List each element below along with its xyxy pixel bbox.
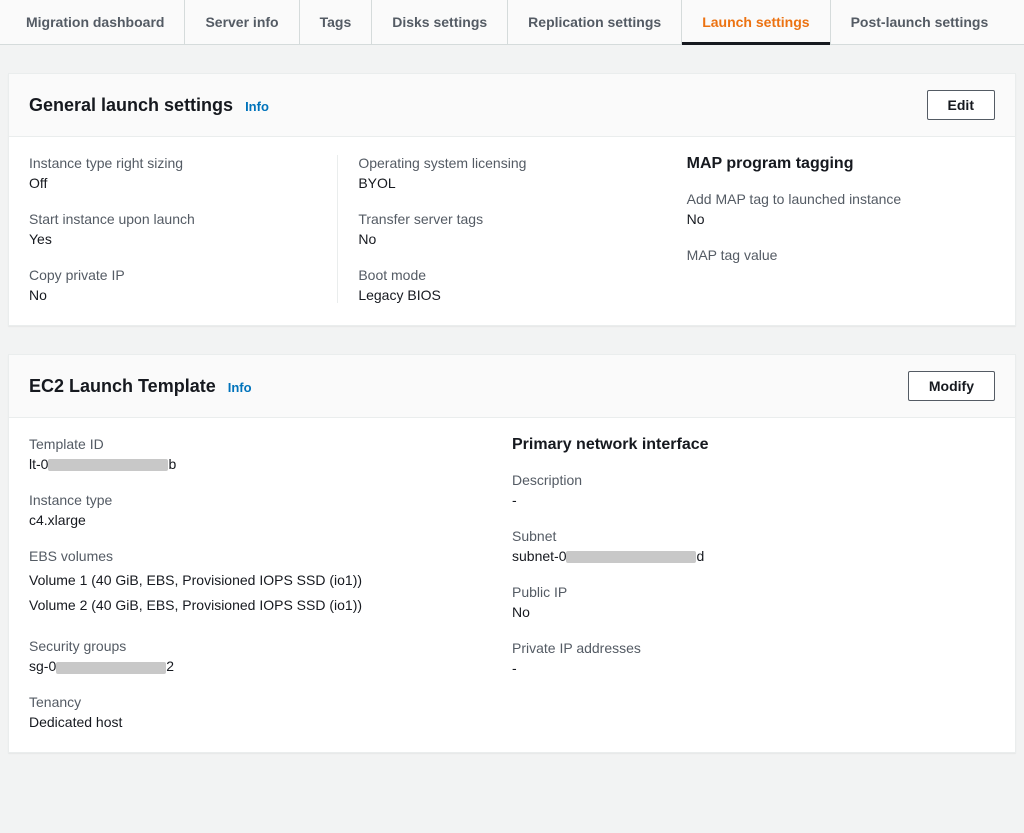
addmap-value: No	[687, 211, 975, 227]
panel-header: EC2 Launch Template Info Modify	[9, 355, 1015, 418]
tenancy-value: Dedicated host	[29, 714, 482, 730]
instance-type-value: c4.xlarge	[29, 512, 482, 528]
sg-label: Security groups	[29, 638, 482, 654]
addmap-label: Add MAP tag to launched instance	[687, 191, 975, 207]
rightsizing-value: Off	[29, 175, 317, 191]
sg-prefix: sg-0	[29, 658, 56, 674]
tenancy-label: Tenancy	[29, 694, 482, 710]
mapval-label: MAP tag value	[687, 247, 975, 263]
tab-disks-settings[interactable]: Disks settings	[372, 0, 508, 44]
network-heading: Primary network interface	[512, 436, 965, 454]
tab-replication-settings[interactable]: Replication settings	[508, 0, 682, 44]
info-link[interactable]: Info	[228, 380, 252, 395]
pubip-value: No	[512, 604, 965, 620]
rightsizing-label: Instance type right sizing	[29, 155, 317, 171]
template-id-value: lt-0 b	[29, 456, 482, 472]
privip-label: Private IP addresses	[512, 640, 965, 656]
redacted-icon	[56, 662, 166, 674]
tab-post-launch-settings[interactable]: Post-launch settings	[831, 0, 1009, 44]
redacted-icon	[566, 551, 696, 563]
privip-value: -	[512, 660, 965, 676]
desc-value: -	[512, 492, 965, 508]
tab-tags[interactable]: Tags	[300, 0, 373, 44]
tab-launch-settings[interactable]: Launch settings	[682, 0, 830, 44]
subnet-prefix: subnet-0	[512, 548, 566, 564]
template-id-suffix: b	[168, 456, 176, 472]
pubip-label: Public IP	[512, 584, 965, 600]
edit-button[interactable]: Edit	[927, 90, 995, 120]
ebs-label: EBS volumes	[29, 548, 482, 564]
ebs-volume-2: Volume 2 (40 GiB, EBS, Provisioned IOPS …	[29, 593, 482, 618]
copyip-value: No	[29, 287, 317, 303]
info-link[interactable]: Info	[245, 99, 269, 114]
tabs-bar: Migration dashboard Server info Tags Dis…	[0, 0, 1024, 45]
subnet-suffix: d	[696, 548, 704, 564]
start-label: Start instance upon launch	[29, 211, 317, 227]
panel-title: EC2 Launch Template	[29, 376, 216, 397]
tab-server-info[interactable]: Server info	[185, 0, 299, 44]
redacted-icon	[48, 459, 168, 471]
panel-title: General launch settings	[29, 95, 233, 116]
template-id-prefix: lt-0	[29, 456, 48, 472]
template-id-label: Template ID	[29, 436, 482, 452]
transfer-value: No	[358, 231, 646, 247]
tab-migration-dashboard[interactable]: Migration dashboard	[6, 0, 185, 44]
os-value: BYOL	[358, 175, 646, 191]
os-label: Operating system licensing	[358, 155, 646, 171]
boot-label: Boot mode	[358, 267, 646, 283]
panel-header: General launch settings Info Edit	[9, 74, 1015, 137]
ec2-launch-template-panel: EC2 Launch Template Info Modify Template…	[8, 354, 1016, 753]
instance-type-label: Instance type	[29, 492, 482, 508]
boot-value: Legacy BIOS	[358, 287, 646, 303]
map-heading: MAP program tagging	[687, 155, 975, 173]
sg-suffix: 2	[166, 658, 174, 674]
general-launch-settings-panel: General launch settings Info Edit Instan…	[8, 73, 1016, 326]
ebs-volume-1: Volume 1 (40 GiB, EBS, Provisioned IOPS …	[29, 568, 482, 593]
sg-value: sg-0 2	[29, 658, 482, 674]
modify-button[interactable]: Modify	[908, 371, 995, 401]
start-value: Yes	[29, 231, 317, 247]
transfer-label: Transfer server tags	[358, 211, 646, 227]
subnet-value: subnet-0 d	[512, 548, 965, 564]
desc-label: Description	[512, 472, 965, 488]
copyip-label: Copy private IP	[29, 267, 317, 283]
subnet-label: Subnet	[512, 528, 965, 544]
